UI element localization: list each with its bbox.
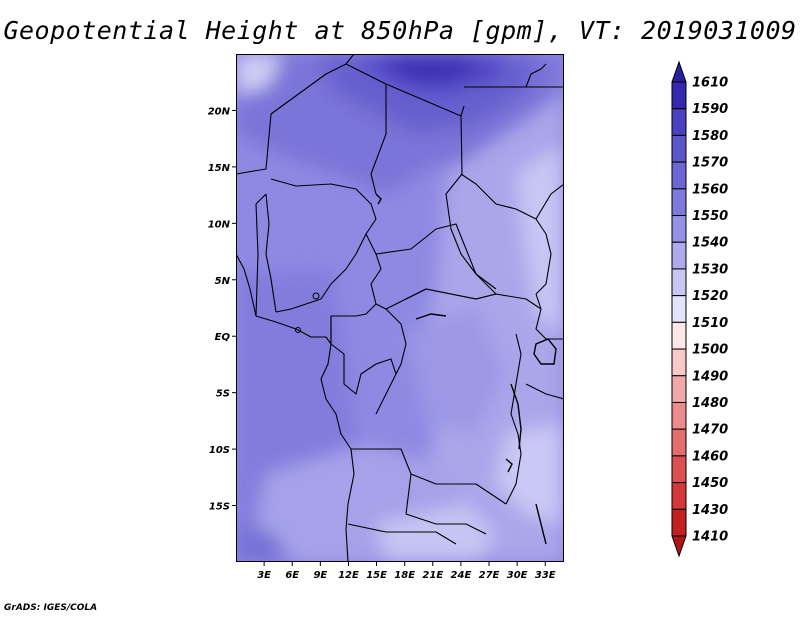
lat-tick-label: 15N xyxy=(208,163,231,174)
colorbar-label: 1550 xyxy=(692,209,728,224)
lake-mweru xyxy=(505,458,513,473)
colorbar-label: 1490 xyxy=(692,369,728,384)
colorbar-label: 1560 xyxy=(692,182,728,197)
island-sao-tome xyxy=(295,327,301,333)
border-namibia xyxy=(347,523,457,545)
map-panel xyxy=(236,54,564,562)
island-bioko xyxy=(312,292,320,300)
border-uganda-kenya xyxy=(535,293,564,340)
colorbar-box xyxy=(671,428,687,457)
colorbar-label: 1430 xyxy=(692,503,728,518)
field-contour-east-1520 xyxy=(516,144,564,334)
colorbar-box xyxy=(671,482,687,510)
colorbar-label: 1610 xyxy=(692,76,728,91)
grads-credit: GrADS: IGES/COLA xyxy=(4,603,98,613)
border-algeria-niger xyxy=(270,54,355,115)
colorbar-box xyxy=(671,295,687,323)
colorbar-label: 1500 xyxy=(692,343,728,358)
lat-tick-label: 10N xyxy=(208,219,231,230)
colorbar-top-arrow xyxy=(671,60,687,83)
colorbar-box xyxy=(671,268,687,297)
border-benin xyxy=(255,193,267,317)
border-drc-east xyxy=(505,333,522,505)
border-ethiopia-east xyxy=(535,183,564,220)
colorbar-box xyxy=(671,241,687,270)
border-drc-north xyxy=(405,288,542,310)
map-frame-border xyxy=(236,54,564,562)
lon-tick-label: 24E xyxy=(451,570,472,581)
lon-tick-label: 9E xyxy=(313,570,327,581)
colorbar-label: 1480 xyxy=(692,396,728,411)
lat-tick-label: 5S xyxy=(216,389,230,400)
colorbar-bottom-arrow xyxy=(671,535,687,558)
field-contour-east-lake xyxy=(496,424,564,524)
lon-tick-label: 15E xyxy=(366,570,387,581)
colorbar-label: 1580 xyxy=(692,129,728,144)
colorbar-label: 1570 xyxy=(692,156,728,171)
colorbar-label: 1520 xyxy=(692,289,728,304)
colorbar-label: 1410 xyxy=(692,530,728,545)
congo-river xyxy=(415,313,447,320)
lon-tick-label: 27E xyxy=(479,570,500,581)
lon-tick-label: 21E xyxy=(422,570,443,581)
lat-tick-label: EQ xyxy=(215,332,231,343)
colorbar-box xyxy=(671,401,687,430)
lake-malawi xyxy=(535,503,547,545)
field-contour-south-1520 xyxy=(376,504,496,562)
field-contour-congo-basin xyxy=(406,304,506,434)
colorbar-label: 1450 xyxy=(692,476,728,491)
border-niger-libya xyxy=(345,63,387,195)
colorbar-box xyxy=(671,108,687,136)
lat-tick-label: 15S xyxy=(209,502,230,513)
lon-tick-label: 12E xyxy=(338,570,359,581)
lake-tanganyika xyxy=(510,383,522,450)
border-congo-drc xyxy=(385,308,407,375)
colorbar-box xyxy=(671,508,687,537)
colorbar-label: 1460 xyxy=(692,449,728,464)
lat-tick-label: 5N xyxy=(215,276,231,287)
map-title: Geopotential Height at 850hPa [gpm], VT:… xyxy=(3,16,797,45)
lon-tick-label: 18E xyxy=(394,570,415,581)
lon-tick-label: 33E xyxy=(535,570,556,581)
colorbar-box xyxy=(671,321,687,350)
colorbar-box xyxy=(671,134,687,163)
border-gabon-congo xyxy=(330,316,397,415)
coastline-red-sea xyxy=(525,63,547,88)
border-north-mali xyxy=(236,113,272,175)
colorbar-box xyxy=(671,161,687,190)
colorbar-label: 1510 xyxy=(692,316,728,331)
lon-tick-label: 30E xyxy=(507,570,528,581)
border-nigeria xyxy=(270,178,377,313)
colorbar-label: 1590 xyxy=(692,102,728,117)
border-nigeria-west xyxy=(265,193,277,313)
colorbar-box xyxy=(671,215,687,243)
border-angola-zambia xyxy=(405,473,487,535)
border-tanzania xyxy=(525,383,564,400)
colorbar-box xyxy=(671,348,687,377)
field-contour-nw-light xyxy=(236,54,281,94)
colorbar-box xyxy=(671,375,687,403)
field-contour-sw-dark xyxy=(236,524,286,562)
lat-tick-label: 10S xyxy=(209,445,230,456)
colorbar-label: 1530 xyxy=(692,262,728,277)
colorbar-label: 1540 xyxy=(692,236,728,251)
field-contour-north-1590 xyxy=(386,54,476,82)
lon-tick-label: 6E xyxy=(285,570,299,581)
lake-victoria xyxy=(533,338,557,365)
colorbar-box xyxy=(671,188,687,217)
lat-tick-label: 20N xyxy=(208,106,231,117)
colorbar-label: 1470 xyxy=(692,423,728,438)
colorbar-box xyxy=(671,81,687,110)
colorbar-box xyxy=(671,455,687,484)
lon-tick-label: 3E xyxy=(257,570,271,581)
lake-chad xyxy=(375,193,382,205)
